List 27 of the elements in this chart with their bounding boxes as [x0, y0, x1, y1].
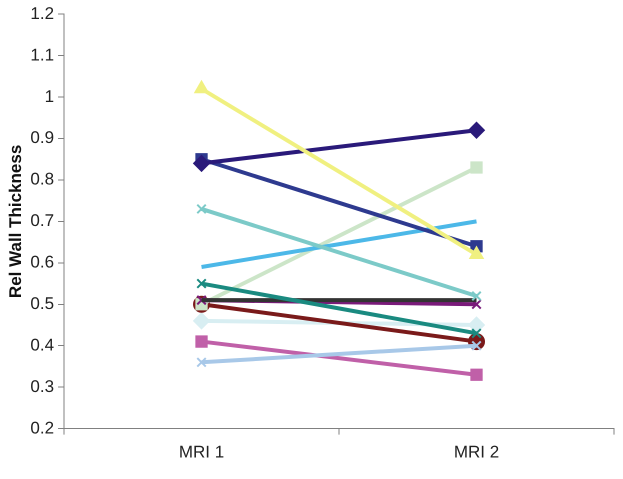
point: [196, 204, 207, 214]
point: [471, 290, 482, 302]
y-tick-label: 0.6: [30, 252, 54, 272]
point: [193, 312, 210, 330]
point: [468, 316, 486, 334]
x-tick-label: MRI 1: [178, 442, 224, 462]
y-tick-label: 0.7: [30, 211, 54, 230]
y-tick-label: 1.1: [30, 45, 54, 64]
point: [195, 335, 208, 348]
point: [470, 368, 483, 381]
y-tick-label: 0.4: [30, 335, 54, 354]
point: [471, 328, 482, 339]
y-tick-label: 1.2: [30, 4, 54, 23]
y-tick-label: 0.3: [30, 376, 54, 396]
point: [468, 122, 486, 139]
y-tick-label: 0.9: [30, 128, 54, 148]
y-tick-label: 0.2: [30, 418, 54, 438]
x-tick-label: MRI 2: [454, 442, 500, 462]
point: [193, 154, 210, 172]
y-tick-label: 0.5: [30, 294, 54, 313]
y-tick-label: 0.8: [30, 170, 54, 189]
y-tick-label: 1: [44, 86, 54, 106]
y-axis-title: Rel Wall Thickness: [6, 144, 25, 298]
point: [471, 299, 482, 310]
point: [196, 357, 207, 368]
point: [470, 161, 483, 174]
point: [196, 278, 207, 289]
